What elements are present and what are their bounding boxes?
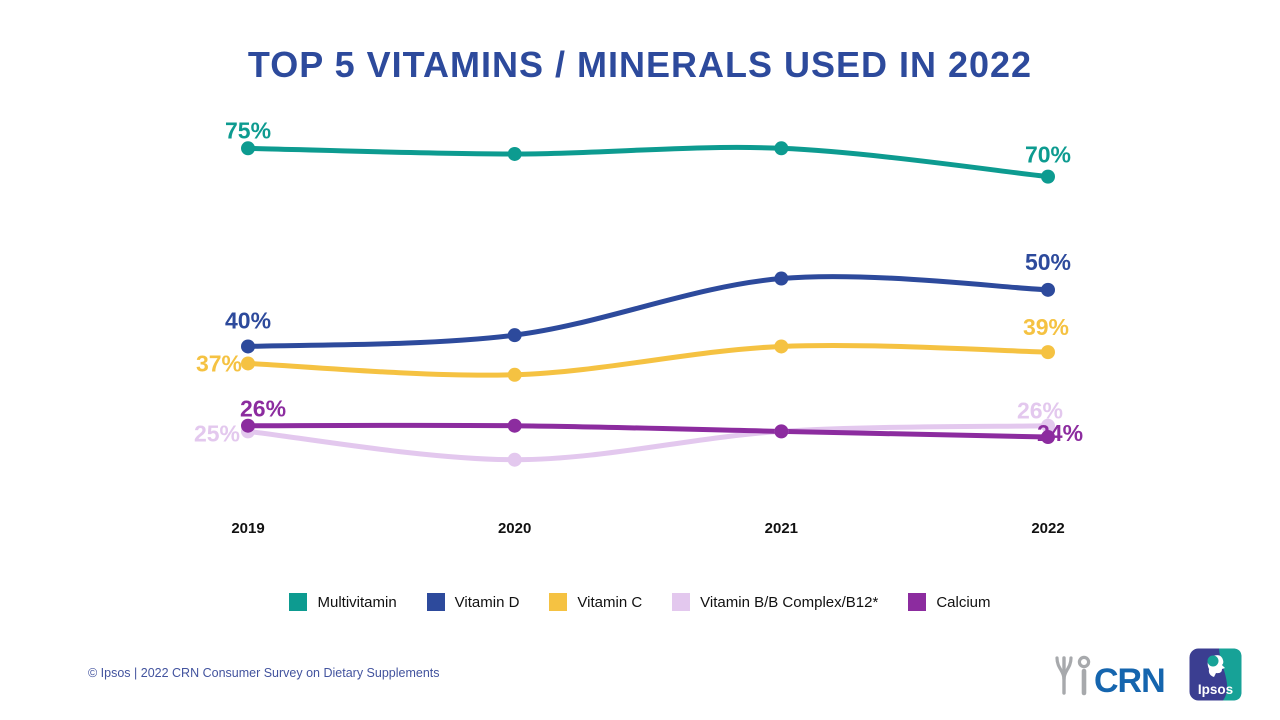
value-label-vitamin-d-2019: 40% [225, 307, 271, 333]
value-label-vitamin-b-b-complex-b12-2022: 26% [1017, 398, 1063, 424]
vitamin-d-swatch-icon [426, 593, 445, 611]
value-label-vitamin-c-2019: 37% [196, 350, 242, 376]
data-point-multivitamin-2021 [774, 141, 789, 156]
legend: Multivitamin Vitamin D Vitamin C Vitamin… [0, 593, 1280, 611]
legend-item-vitamin-b: Vitamin B/B Complex/B12* [672, 593, 878, 611]
data-point-calcium-2020 [507, 418, 522, 433]
data-point-multivitamin-2020 [507, 146, 522, 161]
value-label-vitamin-b-b-complex-b12-2019: 25% [194, 420, 240, 446]
data-point-vitamin-c-2019 [241, 356, 255, 371]
vitamin-b-swatch-icon [672, 593, 691, 611]
value-label-vitamin-d-2022: 50% [1025, 249, 1071, 275]
series-line-vitamin-b-b-complex-b12 [245, 423, 1051, 463]
data-point-vitamin-c-2021 [774, 339, 789, 354]
value-label-calcium-2019: 26% [240, 396, 286, 422]
x-tick-label-2021: 2021 [765, 520, 798, 537]
logo-row: CRN Ipsos [1053, 648, 1242, 701]
data-point-vitamin-b-b-complex-b12-2022 [1041, 418, 1055, 433]
data-point-vitamin-d-2021 [774, 271, 789, 286]
legend-item-calcium: Calcium [908, 593, 991, 611]
series-line-vitamin-d [245, 274, 1051, 349]
data-point-calcium-2022 [1041, 430, 1055, 445]
series-line-calcium [245, 422, 1051, 440]
ipsos-logo: Ipsos [1189, 648, 1242, 701]
x-tick-label-2022: 2022 [1031, 520, 1064, 537]
data-point-vitamin-c-2022 [1041, 345, 1055, 360]
calcium-swatch-icon [908, 593, 927, 611]
x-tick-label-2020: 2020 [498, 520, 531, 537]
crn-spoon-icon [1077, 655, 1091, 668]
series-line-vitamin-c [245, 343, 1051, 378]
source-attribution: © Ipsos | 2022 CRN Consumer Survey on Di… [88, 666, 440, 680]
crn-logo-text: CRN [1094, 662, 1165, 699]
value-label-calcium-2022: 24% [1037, 420, 1083, 446]
line-chart: 75%70%40%50%37%39%25%26%26%24%2019 2020 20… [194, 117, 1083, 537]
ipsos-logo-text: Ipsos [1198, 682, 1233, 697]
value-label-vitamin-c-2022: 39% [1023, 314, 1069, 340]
data-point-vitamin-d-2020 [507, 328, 522, 343]
legend-item-vitamin-c: Vitamin C [549, 593, 642, 611]
x-tick-label-2019: 2019 [231, 520, 264, 537]
value-label-multivitamin-2019: 75% [225, 117, 271, 143]
data-point-vitamin-c-2020 [507, 367, 522, 382]
legend-label: Vitamin D [454, 593, 520, 611]
data-point-calcium-2021 [774, 424, 789, 439]
legend-item-multivitamin: Multivitamin [289, 593, 397, 611]
data-point-vitamin-d-2019 [241, 339, 255, 354]
legend-label: Multivitamin [317, 593, 397, 611]
page-title: TOP 5 VITAMINS / MINERALS USED IN 2022 [247, 44, 1033, 85]
data-point-calcium-2019 [241, 418, 255, 433]
legend-item-vitamin-d: Vitamin D [426, 593, 520, 611]
value-label-multivitamin-2022: 70% [1025, 142, 1071, 168]
data-point-vitamin-d-2022 [1041, 282, 1055, 297]
legend-label: Calcium [936, 593, 991, 611]
legend-label: Vitamin C [577, 593, 643, 611]
data-point-vitamin-b-b-complex-b12-2020 [507, 452, 522, 467]
series-line-multivitamin [245, 144, 1051, 180]
crn-logo: CRN [1055, 655, 1166, 699]
data-point-multivitamin-2019 [241, 141, 255, 156]
multivitamin-swatch-icon [289, 593, 308, 611]
legend-label: Vitamin B/B Complex/B12* [700, 593, 879, 611]
data-point-multivitamin-2022 [1041, 169, 1055, 184]
vitamin-c-swatch-icon [549, 593, 568, 611]
